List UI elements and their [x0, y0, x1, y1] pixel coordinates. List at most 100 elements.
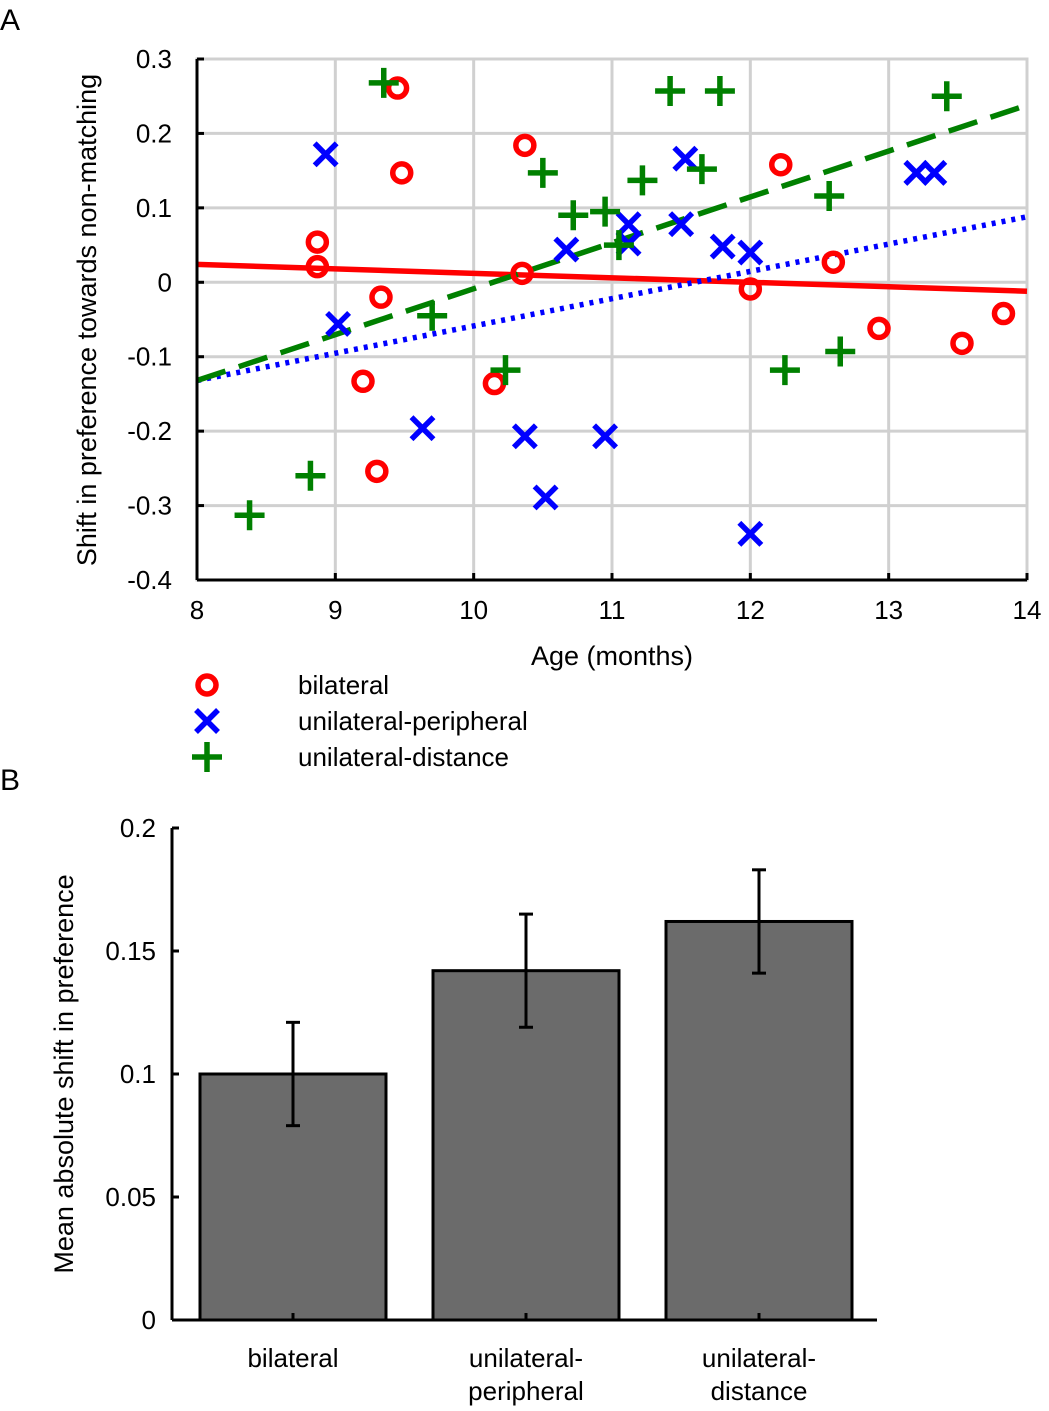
- point-unilateral-peripheral-1-shape: [325, 311, 352, 337]
- legend-marker-unilateral-peripheral-shape: [194, 708, 220, 734]
- point-unilateral-distance-2-shape: [368, 67, 399, 98]
- scatter-points: [234, 67, 1016, 547]
- point-bilateral-4-shape: [369, 285, 393, 309]
- point-unilateral-distance-8: [603, 230, 634, 261]
- point-unilateral-distance-9: [627, 165, 658, 196]
- point-unilateral-peripheral-10: [672, 145, 699, 172]
- point-bilateral-9: [513, 133, 537, 158]
- point-unilateral-distance-9-shape: [627, 165, 658, 196]
- bar-category-label-unilateral-distance-1: distance: [711, 1376, 808, 1406]
- scatter-tick-labels: 8 9 10 11 12 13 14 -0.4 -0.3 -0.2 -0.1 0 0.1 0.2 0.3: [127, 44, 1041, 625]
- y-tick-label-1: -0.3: [127, 491, 172, 521]
- point-unilateral-peripheral-11: [709, 233, 736, 260]
- point-bilateral-2: [351, 369, 375, 394]
- bar-y-tick-label-2: 0.1: [120, 1059, 156, 1089]
- point-unilateral-peripheral-5-shape: [553, 236, 580, 263]
- x-tick-label-5: 13: [874, 595, 903, 625]
- point-unilateral-peripheral-12: [737, 239, 764, 266]
- legend-label-unilateral-distance: unilateral-distance: [298, 742, 509, 772]
- point-unilateral-distance-11: [686, 154, 717, 185]
- legend-marker-unilateral-distance-shape: [192, 742, 222, 772]
- x-tick-label-6: 14: [1013, 595, 1042, 625]
- point-unilateral-distance-16: [931, 81, 962, 112]
- scatter-legend: bilateral unilateral-peripheral unilateral…: [192, 670, 528, 772]
- point-bilateral-15-shape: [991, 301, 1016, 326]
- x-tick-label-1: 9: [328, 595, 342, 625]
- error-bar-unilateral-distance: [752, 868, 766, 975]
- bar-category-label-bilateral-0: bilateral: [247, 1343, 338, 1373]
- fit-line-unilateral-distance: [196, 102, 1028, 384]
- point-unilateral-distance-12: [704, 76, 735, 107]
- point-unilateral-peripheral-0-shape: [312, 141, 339, 168]
- legend-item-unilateral-peripheral: unilateral-peripheral: [194, 706, 528, 736]
- point-bilateral-1-shape: [305, 254, 330, 279]
- point-bilateral-9-shape: [513, 133, 537, 158]
- point-bilateral-3: [365, 459, 389, 484]
- bar-y-tick-label-4: 0.2: [120, 813, 156, 843]
- point-unilateral-distance-13: [769, 355, 800, 386]
- point-unilateral-peripheral-6-shape: [592, 423, 619, 450]
- point-unilateral-distance-14: [814, 180, 845, 211]
- point-unilateral-peripheral-4: [532, 484, 559, 511]
- point-unilateral-distance-4: [490, 355, 521, 386]
- scatter-chart: 8 9 10 11 12 13 14 -0.4 -0.3 -0.2 -0.1 0 0.1 0.2 0.3 A…: [72, 44, 1041, 772]
- point-unilateral-peripheral-15-shape: [921, 159, 948, 186]
- point-unilateral-peripheral-3-shape: [511, 423, 538, 450]
- legend-marker-unilateral-distance: [192, 742, 222, 772]
- point-unilateral-distance-5-shape: [527, 157, 558, 188]
- point-unilateral-distance-1-shape: [295, 460, 326, 491]
- point-bilateral-5-shape: [385, 76, 410, 100]
- point-unilateral-distance-2: [368, 67, 399, 98]
- point-unilateral-distance-7-shape: [590, 196, 621, 227]
- bar-y-tick-label-1: 0.05: [105, 1182, 156, 1212]
- point-bilateral-6: [389, 161, 414, 185]
- point-unilateral-distance-13-shape: [769, 355, 800, 386]
- bar-y-tick-label-3: 0.15: [105, 936, 156, 966]
- point-bilateral-13-shape: [867, 316, 891, 341]
- point-bilateral-4: [369, 285, 393, 309]
- panel-b-label: B: [0, 764, 20, 797]
- point-unilateral-peripheral-2: [409, 415, 436, 442]
- point-bilateral-13: [867, 316, 891, 341]
- point-unilateral-distance-15: [825, 336, 856, 367]
- point-unilateral-distance-16-shape: [931, 81, 962, 112]
- point-unilateral-distance-3: [417, 300, 448, 331]
- y-tick-label-6: 0.2: [136, 118, 172, 148]
- point-unilateral-distance-4-shape: [490, 355, 521, 386]
- legend-marker-unilateral-peripheral: [194, 708, 220, 734]
- point-bilateral-0: [305, 230, 330, 254]
- point-unilateral-peripheral-15: [921, 159, 948, 186]
- legend-label-unilateral-peripheral: unilateral-peripheral: [298, 706, 528, 736]
- point-bilateral-0-shape: [305, 230, 330, 254]
- point-unilateral-peripheral-9: [668, 211, 695, 238]
- error-bar-bilateral: [286, 1020, 300, 1128]
- scatter-fit-lines: [196, 102, 1028, 384]
- fit-line-unilateral-peripheral: [196, 214, 1028, 384]
- bar-unilateral-distance: [664, 919, 854, 1322]
- point-bilateral-8: [510, 261, 534, 286]
- bar-axes: [170, 826, 877, 1322]
- scatter-y-axis-label: Shift in preference towards non-matching: [72, 74, 102, 566]
- bar-y-axis-label: Mean absolute shift in preference: [49, 874, 79, 1273]
- bar-category-label-unilateral-peripheral-0: unilateral-: [469, 1343, 583, 1373]
- point-unilateral-distance-7: [590, 196, 621, 227]
- point-unilateral-peripheral-2-shape: [409, 415, 436, 442]
- error-bar-unilateral-peripheral: [519, 912, 533, 1029]
- scatter-axes: [195, 57, 1029, 582]
- scatter-grid: [195, 57, 1029, 582]
- point-bilateral-1: [305, 254, 330, 279]
- point-bilateral-8-shape: [510, 261, 534, 286]
- point-bilateral-6-shape: [389, 161, 414, 185]
- y-tick-label-3: -0.1: [127, 342, 172, 372]
- bar-chart: 0 0.05 0.1 0.15 0.2 bilateral unilateral-perip…: [49, 813, 877, 1406]
- point-unilateral-peripheral-3: [511, 423, 538, 450]
- point-unilateral-peripheral-13: [737, 520, 764, 547]
- x-tick-label-3: 11: [599, 595, 626, 625]
- point-unilateral-distance-10: [655, 76, 686, 107]
- point-unilateral-peripheral-6: [592, 423, 619, 450]
- point-unilateral-distance-12-shape: [704, 76, 735, 107]
- point-bilateral-14: [950, 331, 974, 356]
- point-unilateral-distance-8-shape: [603, 230, 634, 261]
- point-unilateral-distance-10-shape: [655, 76, 686, 107]
